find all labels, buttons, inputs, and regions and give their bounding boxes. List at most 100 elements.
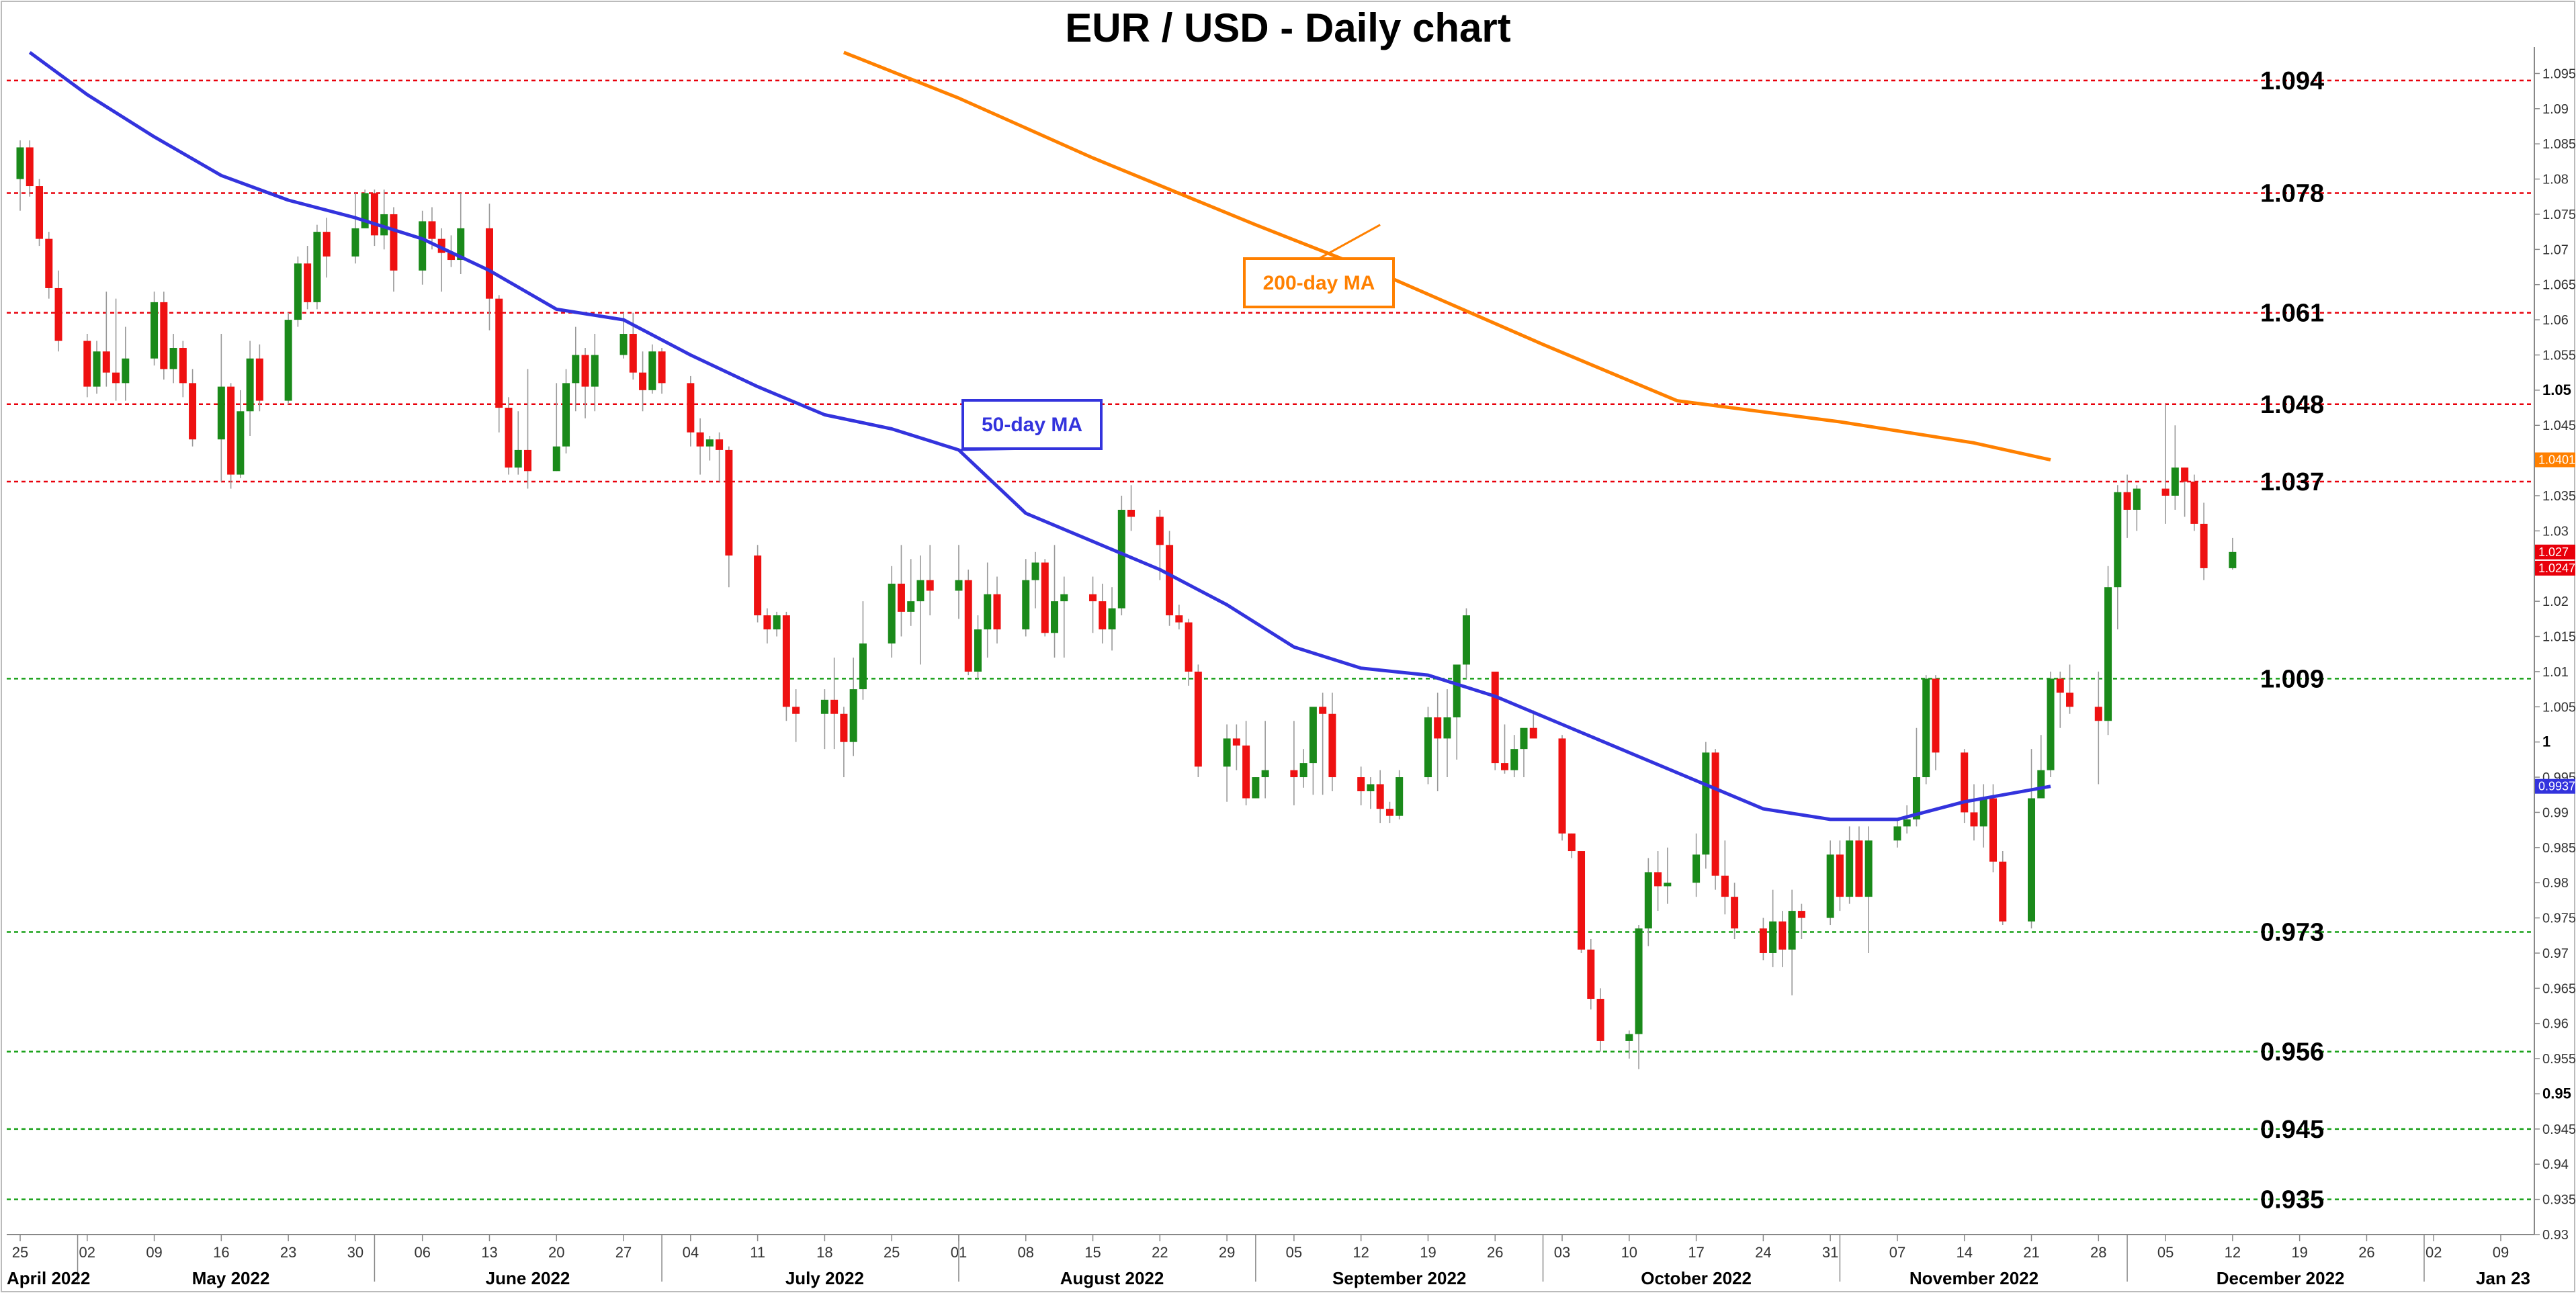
candle-bearish <box>716 439 724 450</box>
candle-bearish <box>1970 812 1978 827</box>
y-tick-label: 0.945 <box>2542 1122 2576 1137</box>
candle-bearish <box>189 383 197 440</box>
price-tag <box>2535 544 2575 560</box>
candle-bearish <box>993 594 1001 630</box>
x-tick-label: 09 <box>2493 1244 2509 1261</box>
candle-bearish <box>1855 840 1863 897</box>
candle-bullish <box>380 214 388 236</box>
price-tag <box>2535 778 2575 794</box>
candle-bearish <box>763 615 771 630</box>
x-tick-label: 08 <box>1018 1244 1034 1261</box>
candle-bullish <box>1396 777 1404 816</box>
y-tick-label: 1.03 <box>2542 524 2569 539</box>
candle-bearish <box>658 351 666 384</box>
candle-bearish <box>2161 488 2170 496</box>
candle-bearish <box>1357 777 1365 791</box>
price-tag <box>2535 560 2575 576</box>
candle-bearish <box>1721 875 1729 897</box>
candle-bearish <box>1961 752 1969 813</box>
candle-bearish <box>1385 809 1393 816</box>
candle-bullish <box>1443 717 1451 739</box>
y-tick-label: 1.075 <box>2542 208 2576 222</box>
candle-bullish <box>591 355 599 387</box>
x-month-label: July 2022 <box>785 1268 864 1288</box>
y-tick-label: 1 <box>2542 733 2550 750</box>
candle-bullish <box>1635 928 1643 1034</box>
candle-bearish <box>45 238 53 288</box>
x-tick-label: 25 <box>12 1244 28 1261</box>
x-tick-label: 07 <box>1889 1244 1905 1261</box>
candle-bearish <box>840 713 848 742</box>
candle-bearish <box>1290 770 1298 778</box>
y-tick-label: 1.085 <box>2542 137 2576 152</box>
candle-bearish <box>1578 851 1586 950</box>
candle-bearish <box>1989 798 1997 862</box>
candle-bearish <box>2181 467 2189 482</box>
candle-bearish <box>2200 523 2208 568</box>
candle-bullish <box>2028 798 2036 922</box>
candle-bullish <box>859 643 867 690</box>
x-tick-label: 11 <box>750 1244 765 1261</box>
candle-bullish <box>849 689 857 742</box>
candle-bearish <box>370 193 378 236</box>
horizontal-levels: 1.094 1.078 1.061 1.048 1.037 1.009 0.973 0.956… <box>7 67 2534 1214</box>
level-label: 0.956 <box>2260 1038 2324 1067</box>
candle-bullish <box>1223 738 1231 767</box>
candle-bearish <box>639 372 647 390</box>
x-month-label: May 2022 <box>192 1268 270 1288</box>
candle-bearish <box>54 287 62 341</box>
candle-bearish <box>1328 713 1336 778</box>
candle-bearish <box>1731 897 1739 929</box>
candle-bearish <box>83 341 91 387</box>
x-month-label: June 2022 <box>486 1268 570 1288</box>
candle-bullish <box>237 411 245 475</box>
candle-bearish <box>1568 833 1576 852</box>
x-tick-label: 12 <box>2225 1244 2241 1261</box>
candle-bearish <box>1836 854 1844 897</box>
candle-bearish <box>112 372 120 384</box>
x-tick-label: 05 <box>2157 1244 2174 1261</box>
candle-bullish <box>1453 664 1461 717</box>
x-tick-label: 20 <box>548 1244 564 1261</box>
candle-bearish <box>1596 999 1604 1041</box>
candle-bearish <box>1127 509 1135 517</box>
candle-bearish <box>1500 763 1508 770</box>
candle-bullish <box>1510 749 1518 770</box>
y-tick-label: 1.015 <box>2542 630 2576 645</box>
candle-bearish <box>926 580 934 591</box>
x-tick-label: 22 <box>1152 1244 1168 1261</box>
ma200-label-box <box>1243 257 1395 308</box>
candle-bullish <box>2047 678 2055 770</box>
candle-bearish <box>1089 594 1097 602</box>
y-tick-label: 1.045 <box>2542 418 2576 433</box>
x-month-label: October 2022 <box>1641 1268 1752 1288</box>
candle-bullish <box>1060 594 1068 602</box>
candle-bearish <box>36 186 44 239</box>
candle-bearish <box>505 408 513 468</box>
candle-bullish <box>1031 562 1039 580</box>
candle-bearish <box>2190 482 2198 524</box>
candle-bullish <box>313 232 321 302</box>
x-tick-label: 13 <box>481 1244 497 1261</box>
candle-bearish <box>725 449 733 556</box>
candle-bearish <box>1376 784 1384 809</box>
candle-bearish <box>1041 562 1049 633</box>
y-tick-label: 0.965 <box>2542 981 2576 996</box>
candle-bullish <box>773 615 781 630</box>
x-tick-label: 14 <box>1956 1244 1972 1261</box>
candle-bearish <box>2094 707 2102 721</box>
candle-bullish <box>1022 580 1030 630</box>
y-tick-label: 1.005 <box>2542 700 2576 715</box>
candle-bullish <box>1702 752 1710 855</box>
candle-bearish <box>2056 678 2064 693</box>
y-tick-label: 1.02 <box>2542 594 2569 609</box>
candle-bearish <box>1175 615 1183 623</box>
candle-bearish <box>255 358 263 401</box>
x-month-label: April 2022 <box>7 1268 90 1288</box>
candle-bearish <box>227 386 235 475</box>
candle-bullish <box>552 446 560 472</box>
level-label: 0.973 <box>2260 919 2324 947</box>
x-axis-month-labels: April 2022 May 2022 June 2022 July 2022 Augu… <box>7 1268 2530 1288</box>
x-tick-label: 15 <box>1084 1244 1101 1261</box>
